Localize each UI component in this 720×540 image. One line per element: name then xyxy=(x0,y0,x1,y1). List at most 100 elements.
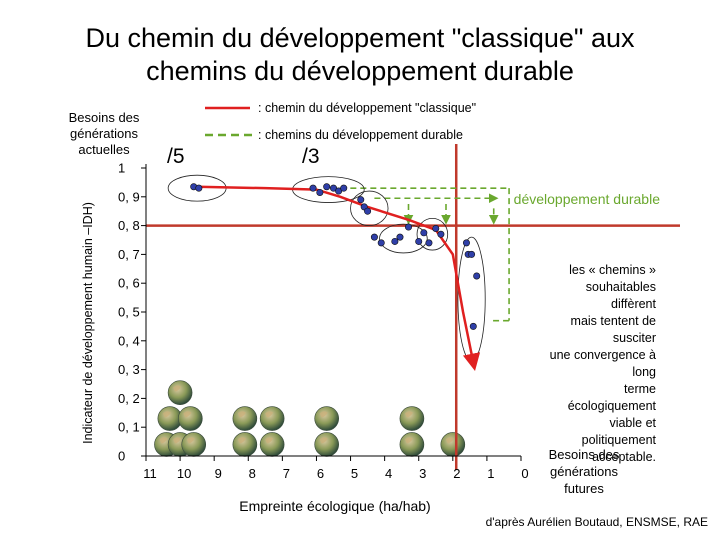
current-generations-line-1: Besoins des xyxy=(68,110,140,125)
y-tick-label: 0 xyxy=(118,449,125,464)
country-point xyxy=(468,250,476,258)
current-generations-line-2: générations xyxy=(70,126,138,141)
country-point xyxy=(195,184,203,192)
globe-icon-land xyxy=(445,437,454,444)
x-tick-label: 6 xyxy=(317,466,324,481)
country-cluster-ellipse xyxy=(350,190,389,227)
note-line-5: terme écologiquement xyxy=(567,382,656,413)
globe-icon-land xyxy=(159,437,168,444)
country-point xyxy=(323,183,331,191)
title-line-1: Du chemin du développement "classique" a… xyxy=(85,23,635,53)
future-generations-label: Besoins des générations futures xyxy=(534,446,634,497)
globes-layer xyxy=(154,380,466,457)
note-line-7: acceptable. xyxy=(592,450,656,464)
globe-icon-land xyxy=(265,411,274,418)
globe-icon xyxy=(181,432,207,457)
future-generations-line-1: Besoins des xyxy=(548,447,620,462)
globe-icon xyxy=(314,406,339,431)
y-tick-label: 0, 5 xyxy=(118,305,140,320)
fraction-label-1: /5 xyxy=(167,145,185,168)
globe-icon-body xyxy=(259,432,285,457)
globe-icon xyxy=(399,406,425,431)
globe-icon-body xyxy=(181,432,207,457)
globe-icon xyxy=(157,406,183,431)
country-point xyxy=(415,237,423,245)
globe-icon-body xyxy=(399,432,425,457)
country-point xyxy=(437,230,445,238)
y-tick-label: 0, 4 xyxy=(118,333,140,348)
globe-icon-land xyxy=(237,437,246,444)
y-tick-label: 0, 7 xyxy=(118,247,140,262)
x-axis-label: Empreinte écologique (ha/hab) xyxy=(239,498,431,514)
future-generations-line-3: futures xyxy=(564,481,604,496)
classic-path-line xyxy=(197,185,481,371)
fraction-label-2: /3 xyxy=(302,145,320,168)
country-point xyxy=(340,184,348,192)
globe-icon-body xyxy=(399,406,425,431)
x-tick-label: 0 xyxy=(521,466,528,481)
country-point xyxy=(364,207,372,215)
axes-layer: 00, 10, 20, 30, 40, 50, 60, 70, 80, 9111… xyxy=(118,161,529,482)
x-tick-label: 9 xyxy=(215,466,222,481)
globe-icon xyxy=(232,406,258,431)
page-title: Du chemin du développement "classique" a… xyxy=(0,22,720,88)
x-tick-label: 7 xyxy=(283,466,290,481)
title-line-2: chemins du développement durable xyxy=(146,56,574,86)
globe-icon-land xyxy=(319,437,328,444)
y-tick-label: 0, 3 xyxy=(118,362,140,377)
country-point xyxy=(432,224,440,232)
country-cluster-ellipse xyxy=(416,218,449,251)
country-point xyxy=(396,233,404,241)
globe-icon-body xyxy=(167,380,193,405)
country-point xyxy=(370,233,378,241)
current-generations-label: Besoins des générations actuelles xyxy=(40,110,168,158)
country-point xyxy=(425,239,433,247)
globe-icon-land xyxy=(183,411,192,418)
future-generations-line-2: générations xyxy=(550,464,618,479)
y-tick-label: 1 xyxy=(118,161,125,176)
x-tick-label: 4 xyxy=(385,466,392,481)
x-tick-label: 3 xyxy=(419,466,426,481)
x-tick-label: 8 xyxy=(249,466,256,481)
sustainable-development-label: développement durable xyxy=(513,191,660,207)
globe-icon-land xyxy=(237,411,246,418)
country-point xyxy=(420,229,428,237)
globe-icon-body xyxy=(178,406,203,431)
country-point xyxy=(462,239,470,247)
x-tick-label: 10 xyxy=(177,466,191,481)
globe-icon-body xyxy=(314,406,339,431)
y-tick-label: 0, 6 xyxy=(118,276,140,291)
globe-icon-land xyxy=(186,437,195,444)
series-layer xyxy=(190,183,481,371)
current-generations-line-3: actuelles xyxy=(78,142,130,157)
country-point xyxy=(469,322,477,330)
globe-icon-land xyxy=(162,411,171,418)
country-point xyxy=(316,188,324,196)
globe-icon-body xyxy=(232,406,258,431)
globe-icon xyxy=(259,406,285,431)
x-tick-label: 1 xyxy=(487,466,494,481)
globe-icon-land xyxy=(404,411,413,418)
country-point xyxy=(377,239,385,247)
x-tick-label: 5 xyxy=(351,466,358,481)
globe-icon-land xyxy=(173,385,182,392)
globe-icon-body xyxy=(259,406,285,431)
globe-icon-land xyxy=(173,437,182,444)
legend-sustainable-label: : chemins du développement durable xyxy=(258,128,463,142)
note-line-3: mais tentent de susciter xyxy=(570,314,656,345)
country-point xyxy=(404,223,412,231)
globe-icon xyxy=(314,432,339,457)
globe-icon xyxy=(232,432,258,457)
globe-icon-land xyxy=(319,411,328,418)
note-line-4: une convergence à long xyxy=(549,348,656,379)
x-tick-label: 2 xyxy=(453,466,460,481)
globe-icon-land xyxy=(404,437,413,444)
note-line-2: souhaitables diffèrent xyxy=(585,280,656,311)
y-tick-label: 0, 2 xyxy=(118,391,140,406)
source-credit: d'après Aurélien Boutaud, ENSMSE, RAE xyxy=(485,515,708,529)
note-line-1: les « chemins » xyxy=(569,263,656,277)
y-tick-label: 0, 1 xyxy=(118,420,140,435)
globe-icon xyxy=(440,432,466,457)
x-tick-label: 11 xyxy=(143,466,157,481)
